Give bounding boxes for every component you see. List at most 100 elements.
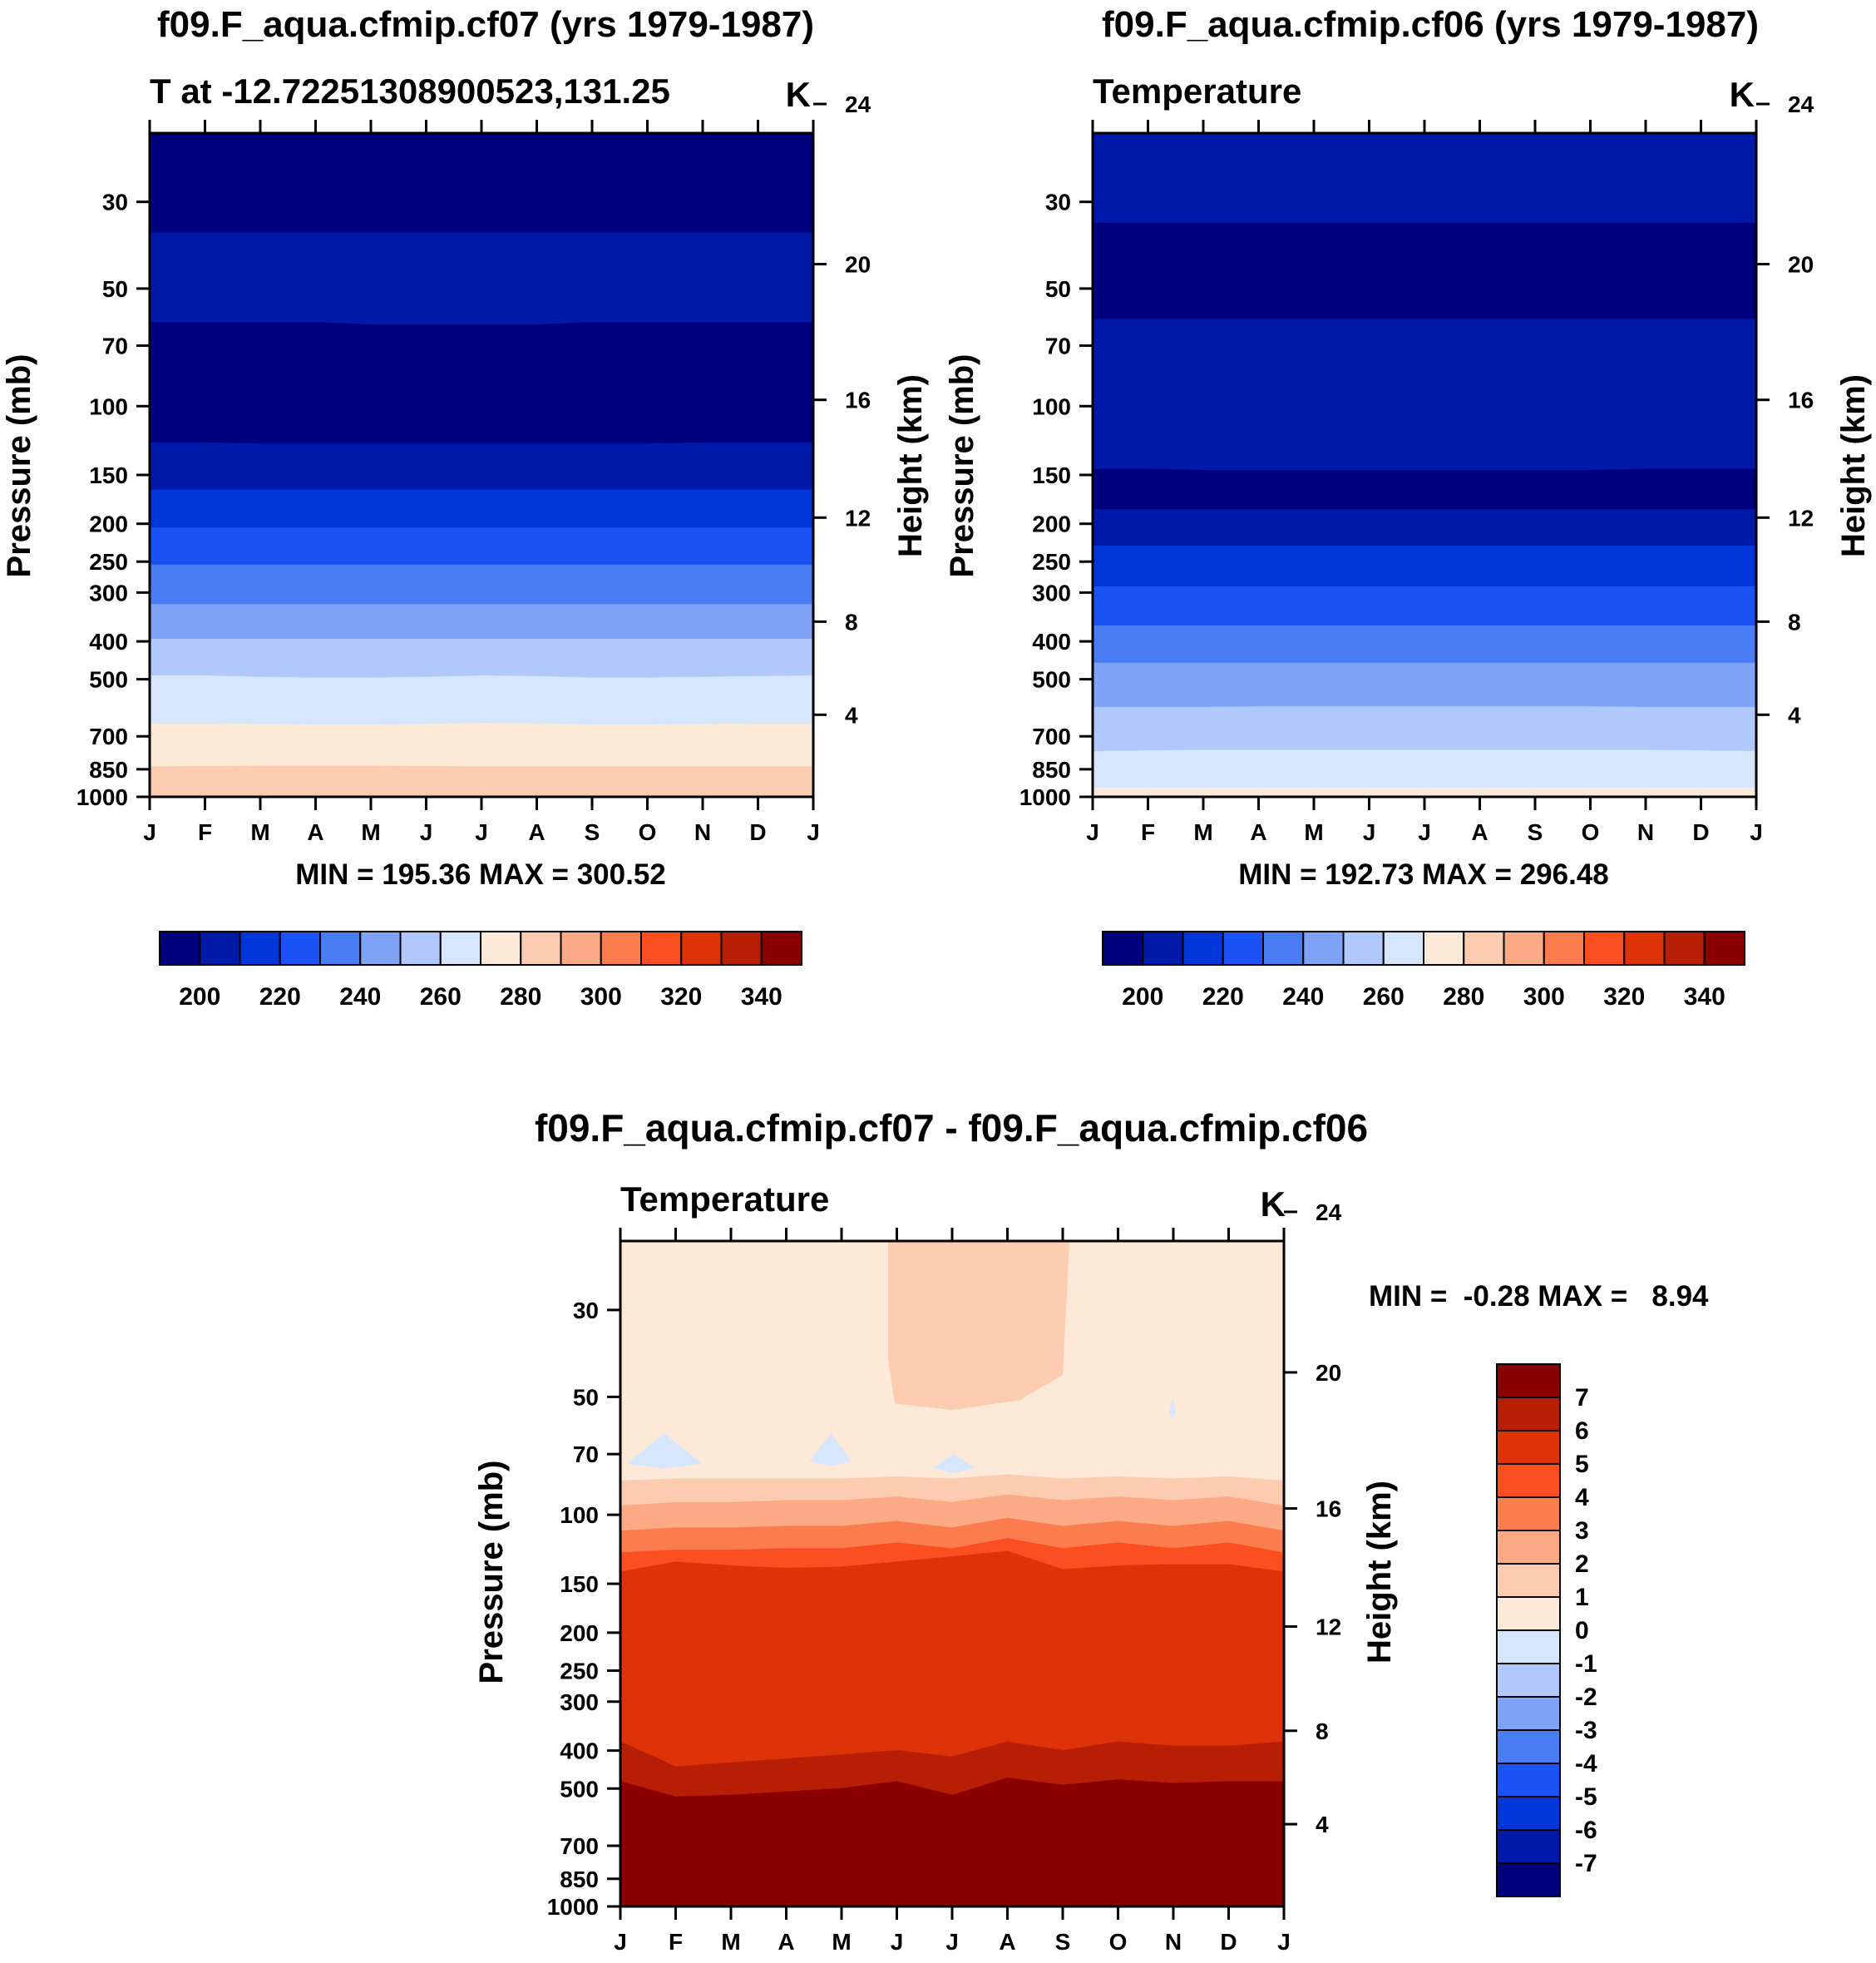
y-tick-label: 50 bbox=[102, 276, 128, 302]
y-tick-label: 1000 bbox=[77, 784, 128, 810]
colorbar-box bbox=[1496, 1496, 1561, 1531]
y2-tick-label: 20 bbox=[1316, 1360, 1341, 1386]
y-tick-label: 100 bbox=[560, 1502, 599, 1528]
colorbar-box bbox=[680, 931, 723, 966]
colorbar-label: 200 bbox=[179, 983, 220, 1011]
colorbar-box bbox=[1222, 931, 1264, 966]
y-tick-label: 250 bbox=[1032, 549, 1071, 575]
y-tick-label: 300 bbox=[560, 1689, 599, 1715]
cool-patch bbox=[933, 1454, 975, 1474]
colorbar-label: 340 bbox=[741, 983, 782, 1011]
x-tick-label: J bbox=[143, 819, 156, 845]
colorbar-box bbox=[1496, 1563, 1561, 1598]
colorbar-box bbox=[560, 931, 602, 966]
colorbar-box bbox=[1496, 1763, 1561, 1797]
panel-subtitle: Temperature bbox=[1093, 72, 1301, 111]
contour-bands bbox=[1092, 132, 1757, 798]
colorbar-label: 320 bbox=[1603, 983, 1645, 1011]
colorbar-label: 200 bbox=[1122, 983, 1163, 1011]
y-tick-label: 250 bbox=[89, 549, 128, 575]
colorbar-box bbox=[1496, 1629, 1561, 1664]
colorbar-box bbox=[1623, 931, 1666, 966]
colorbar-label: 300 bbox=[580, 983, 622, 1011]
overlay-patches bbox=[627, 1241, 1176, 1474]
x-tick-label: J bbox=[420, 819, 433, 845]
panel-title: f09.F_aqua.cfmip.cf07 (yrs 1979-1987) bbox=[157, 4, 814, 45]
y-tick-label: 30 bbox=[102, 190, 128, 215]
x-tick-label: S bbox=[585, 819, 600, 845]
colorbar-box bbox=[199, 931, 241, 966]
contour-band bbox=[149, 322, 814, 445]
x-tick-label: J bbox=[891, 1929, 904, 1955]
colorbar-label: 280 bbox=[1443, 983, 1484, 1011]
y-tick-label: 700 bbox=[1032, 724, 1071, 749]
x-tick-label: A bbox=[528, 819, 545, 845]
contour-band bbox=[149, 604, 814, 640]
colorbar-label: -3 bbox=[1575, 1717, 1597, 1744]
colorbar-box bbox=[1496, 1596, 1561, 1631]
colorbar-box bbox=[1496, 1397, 1561, 1431]
panel-cf06: f09.F_aqua.cfmip.cf06 (yrs 1979-1987) Te… bbox=[944, 4, 1872, 1011]
axis-ticks: J F M A M J J A S O N D J 30 50 70 100 150 200 250 300 400 500… bbox=[77, 91, 871, 845]
panel-difference: f09.F_aqua.cfmip.cf07 - f09.F_aqua.cfmip… bbox=[473, 1106, 1709, 1955]
colorbar-box bbox=[1182, 931, 1224, 966]
y-axis-label: Pressure (mb) bbox=[944, 354, 980, 578]
colorbar-box bbox=[480, 931, 522, 966]
colorbar-label: 220 bbox=[1202, 983, 1244, 1011]
colorbar-label: 220 bbox=[259, 983, 301, 1011]
colorbar-box bbox=[439, 931, 481, 966]
colorbar-box bbox=[1496, 1663, 1561, 1698]
colorbar-label: 2 bbox=[1575, 1550, 1589, 1578]
colorbar-label: 1 bbox=[1575, 1584, 1589, 1611]
colorbar-box bbox=[1663, 931, 1706, 966]
panel-cf07: f09.F_aqua.cfmip.cf07 (yrs 1979-1987) T … bbox=[1, 4, 929, 1011]
colorbar-label: 240 bbox=[1282, 983, 1324, 1011]
y-tick-label: 850 bbox=[1032, 757, 1071, 783]
contour-band bbox=[1092, 545, 1757, 587]
colorbar-box bbox=[1496, 1463, 1561, 1498]
colorbar-label: 260 bbox=[1363, 983, 1405, 1011]
colorbar-label: -5 bbox=[1575, 1783, 1597, 1811]
y2-tick-label: 16 bbox=[845, 388, 871, 413]
contour-bands bbox=[149, 132, 814, 798]
y2-axis-label: Height (km) bbox=[1361, 1481, 1398, 1664]
y2-tick-label: 16 bbox=[1316, 1496, 1341, 1522]
x-tick-label: F bbox=[198, 819, 212, 845]
colorbar-box bbox=[359, 931, 402, 966]
y2-tick-label: 16 bbox=[1788, 388, 1814, 413]
colorbar-box bbox=[1496, 1530, 1561, 1565]
y-tick-label: 150 bbox=[89, 462, 128, 488]
y-tick-label: 500 bbox=[560, 1776, 599, 1802]
x-tick-label: A bbox=[307, 819, 323, 845]
warm-patch bbox=[888, 1241, 1069, 1411]
x-tick-label: D bbox=[1220, 1929, 1237, 1955]
colorbar-label: -7 bbox=[1575, 1850, 1597, 1877]
colorbar-label: 4 bbox=[1575, 1484, 1589, 1511]
y-tick-label: 250 bbox=[560, 1659, 599, 1684]
x-tick-label: N bbox=[1165, 1929, 1182, 1955]
colorbar: -7 -6 -5 -4 -3 -2 -1 0 1 2 3 4 5 6 7 bbox=[1496, 1363, 1597, 1897]
colorbar-label: 280 bbox=[500, 983, 541, 1011]
contour-band bbox=[1092, 509, 1757, 546]
colorbar-box bbox=[1503, 931, 1545, 966]
colorbar-box bbox=[760, 931, 802, 966]
colorbar: 200 220 240 260 280 300 320 340 bbox=[159, 931, 802, 1011]
y-tick-label: 400 bbox=[89, 629, 128, 655]
y2-tick-label: 24 bbox=[1788, 91, 1814, 117]
y-tick-label: 400 bbox=[560, 1738, 599, 1764]
colorbar-box bbox=[720, 931, 763, 966]
x-tick-label: D bbox=[749, 819, 766, 845]
contour-band bbox=[149, 722, 814, 768]
colorbar-box bbox=[600, 931, 642, 966]
colorbar-box bbox=[1142, 931, 1184, 966]
contour-band bbox=[149, 564, 814, 606]
colorbar-label: 260 bbox=[420, 983, 462, 1011]
y2-axis-label: Height (km) bbox=[892, 374, 929, 557]
panel-title: f09.F_aqua.cfmip.cf06 (yrs 1979-1987) bbox=[1102, 4, 1759, 45]
y-tick-label: 700 bbox=[560, 1833, 599, 1859]
colorbar-box bbox=[1262, 931, 1305, 966]
contour-band bbox=[149, 765, 814, 798]
y2-tick-label: 8 bbox=[845, 609, 858, 635]
contour-band bbox=[620, 1778, 1285, 1907]
colorbar-box bbox=[1496, 1430, 1561, 1465]
